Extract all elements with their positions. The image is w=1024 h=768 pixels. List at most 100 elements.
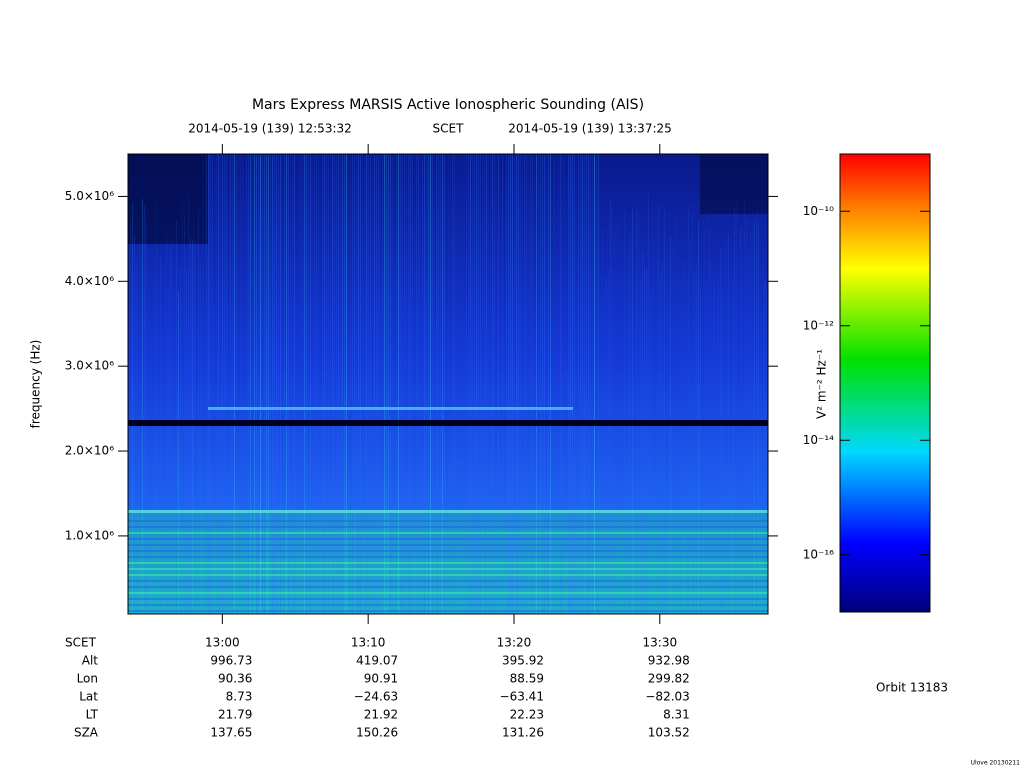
texture-stripe	[736, 196, 737, 614]
texture-stripe	[308, 154, 309, 614]
colorbar-label: V² m⁻² Hz⁻¹	[815, 349, 829, 419]
texture-stripe	[430, 154, 431, 614]
texture-stripe	[254, 154, 255, 614]
texture-stripe	[526, 154, 527, 614]
texture-stripe	[734, 206, 735, 614]
texture-stripe	[670, 237, 671, 614]
texture-stripe	[584, 154, 585, 614]
texture-stripe	[536, 154, 537, 614]
texture-band	[128, 556, 768, 558]
texture-stripe	[422, 154, 423, 614]
texture-stripe	[370, 154, 371, 614]
texture-stripe	[302, 154, 303, 614]
texture-stripe	[318, 154, 319, 614]
ephemeris-value: −82.03	[645, 690, 689, 704]
ephemeris-value: 22.23	[510, 708, 544, 722]
texture-stripe	[286, 154, 287, 614]
texture-stripe	[576, 154, 577, 614]
time-end: 2014-05-19 (139) 13:37:25	[508, 122, 672, 136]
texture-stripe	[154, 271, 155, 614]
ephemeris-value: 8.31	[663, 708, 690, 722]
texture-stripe	[186, 267, 187, 614]
texture-stripe	[628, 254, 629, 614]
texture-stripe	[322, 154, 323, 614]
texture-stripe	[376, 154, 377, 614]
texture-stripe	[626, 227, 627, 687]
texture-stripe	[762, 265, 763, 725]
texture-stripe	[636, 206, 637, 614]
texture-stripe	[480, 154, 481, 614]
texture-stripe	[506, 154, 507, 614]
texture-stripe	[612, 205, 613, 614]
texture-band	[128, 550, 768, 552]
texture-stripe	[428, 154, 429, 614]
texture-stripe	[212, 154, 213, 614]
texture-stripe	[136, 259, 137, 614]
texture-stripe	[316, 154, 317, 614]
texture-stripe	[224, 154, 225, 614]
texture-stripe	[726, 238, 727, 614]
texture-stripe	[602, 228, 603, 614]
texture-band	[128, 538, 768, 540]
texture-stripe	[404, 154, 405, 614]
x-tick-label: 13:00	[205, 636, 240, 650]
spectrogram-echo-line	[208, 407, 573, 410]
texture-stripe	[634, 219, 635, 679]
texture-stripe	[170, 243, 171, 614]
texture-stripe	[442, 154, 443, 614]
texture-stripe	[310, 154, 311, 614]
texture-stripe	[230, 154, 231, 614]
texture-stripe	[396, 154, 397, 614]
colorbar-tick-label: 10⁻¹⁶	[803, 547, 834, 561]
texture-stripe	[614, 231, 615, 614]
ephemeris-label: Lat	[79, 690, 98, 704]
texture-stripe	[358, 154, 359, 614]
texture-band	[128, 520, 768, 522]
texture-stripe	[162, 259, 163, 614]
texture-stripe	[574, 154, 575, 614]
texture-stripe	[350, 154, 351, 614]
texture-stripe	[766, 285, 767, 614]
texture-stripe	[140, 250, 141, 710]
texture-stripe	[138, 218, 139, 678]
texture-stripe	[288, 154, 289, 614]
texture-stripe	[594, 154, 595, 614]
texture-stripe	[366, 154, 367, 614]
texture-stripe	[476, 154, 477, 614]
ephemeris-value: 90.36	[218, 672, 252, 686]
ephemeris-label: Alt	[82, 654, 99, 668]
texture-stripe	[660, 274, 661, 614]
texture-stripe	[682, 259, 683, 614]
texture-stripe	[558, 154, 559, 614]
texture-stripe	[148, 261, 149, 721]
texture-stripe	[694, 274, 695, 614]
texture-stripe	[642, 251, 643, 614]
texture-stripe	[598, 154, 599, 614]
texture-stripe	[290, 154, 291, 614]
texture-stripe	[340, 154, 341, 614]
texture-stripe	[454, 154, 455, 614]
texture-stripe	[346, 154, 347, 614]
texture-stripe	[284, 154, 285, 614]
texture-stripe	[198, 209, 199, 614]
texture-stripe	[132, 201, 133, 614]
texture-stripe	[578, 154, 579, 614]
texture-stripe	[326, 154, 327, 614]
texture-band	[128, 562, 768, 564]
texture-stripe	[580, 154, 581, 614]
texture-stripe	[600, 292, 601, 614]
texture-stripe	[314, 154, 315, 614]
texture-stripe	[374, 154, 375, 614]
texture-stripe	[666, 260, 667, 614]
texture-stripe	[542, 154, 543, 614]
texture-stripe	[502, 154, 503, 614]
texture-stripe	[648, 194, 649, 614]
chart-title: Mars Express MARSIS Active Ionospheric S…	[252, 97, 644, 113]
texture-stripe	[168, 289, 169, 614]
texture-stripe	[176, 221, 177, 614]
texture-stripe	[266, 154, 267, 614]
texture-stripe	[722, 286, 723, 614]
texture-band	[128, 604, 768, 606]
texture-stripe	[620, 243, 621, 703]
y-tick-label: 1.0×10⁶	[65, 528, 114, 542]
